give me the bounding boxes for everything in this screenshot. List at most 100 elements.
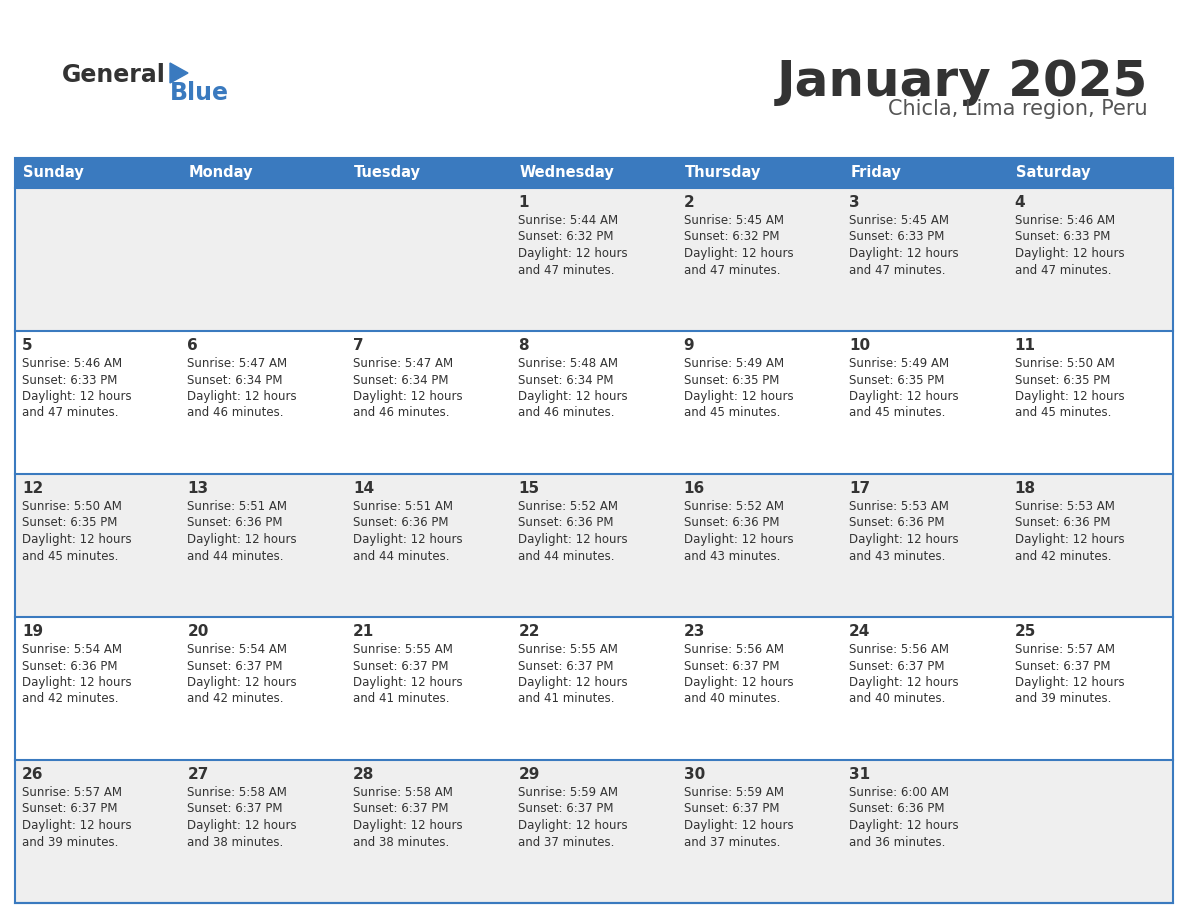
Bar	[346, 331, 511, 474]
Text: 26: 26	[23, 767, 44, 782]
Text: and 36 minutes.: and 36 minutes.	[849, 835, 946, 848]
Text: Daylight: 12 hours: Daylight: 12 hours	[684, 247, 794, 260]
Text: and 46 minutes.: and 46 minutes.	[518, 407, 614, 420]
Text: and 46 minutes.: and 46 minutes.	[188, 407, 284, 420]
Text: 25: 25	[1015, 624, 1036, 639]
Bar	[511, 617, 677, 760]
Text: Daylight: 12 hours: Daylight: 12 hours	[518, 676, 628, 689]
Text: and 41 minutes.: and 41 minutes.	[518, 692, 614, 706]
Text: Sunrise: 5:45 AM: Sunrise: 5:45 AM	[684, 214, 784, 227]
Text: Daylight: 12 hours: Daylight: 12 hours	[684, 676, 794, 689]
Bar	[346, 760, 511, 903]
Text: Sunset: 6:34 PM: Sunset: 6:34 PM	[518, 374, 614, 386]
Text: Sunset: 6:33 PM: Sunset: 6:33 PM	[849, 230, 944, 243]
Text: Daylight: 12 hours: Daylight: 12 hours	[518, 390, 628, 403]
Text: and 47 minutes.: and 47 minutes.	[1015, 263, 1111, 276]
Text: 9: 9	[684, 338, 694, 353]
Text: and 44 minutes.: and 44 minutes.	[188, 550, 284, 563]
Text: and 47 minutes.: and 47 minutes.	[849, 263, 946, 276]
Bar	[346, 188, 511, 331]
Text: and 45 minutes.: and 45 minutes.	[23, 550, 119, 563]
Text: Daylight: 12 hours: Daylight: 12 hours	[518, 247, 628, 260]
Text: Sunrise: 5:49 AM: Sunrise: 5:49 AM	[684, 357, 784, 370]
Text: Daylight: 12 hours: Daylight: 12 hours	[1015, 676, 1124, 689]
Text: and 37 minutes.: and 37 minutes.	[684, 835, 781, 848]
Text: Sunrise: 5:49 AM: Sunrise: 5:49 AM	[849, 357, 949, 370]
Text: Sunrise: 5:53 AM: Sunrise: 5:53 AM	[849, 500, 949, 513]
Text: Sunset: 6:37 PM: Sunset: 6:37 PM	[188, 659, 283, 673]
Text: 15: 15	[518, 481, 539, 496]
Text: Sunset: 6:32 PM: Sunset: 6:32 PM	[684, 230, 779, 243]
Bar	[181, 188, 346, 331]
Text: Sunrise: 5:52 AM: Sunrise: 5:52 AM	[518, 500, 618, 513]
Text: 2: 2	[684, 195, 695, 210]
Bar	[15, 158, 1173, 903]
Bar	[511, 760, 677, 903]
Text: 12: 12	[23, 481, 43, 496]
Text: Sunrise: 5:54 AM: Sunrise: 5:54 AM	[188, 643, 287, 656]
Text: Sunrise: 5:54 AM: Sunrise: 5:54 AM	[23, 643, 122, 656]
Text: Wednesday: Wednesday	[519, 165, 614, 181]
Text: 13: 13	[188, 481, 209, 496]
Text: Daylight: 12 hours: Daylight: 12 hours	[518, 533, 628, 546]
Bar	[181, 158, 346, 188]
Polygon shape	[170, 63, 188, 83]
Text: Daylight: 12 hours: Daylight: 12 hours	[23, 533, 132, 546]
Text: 4: 4	[1015, 195, 1025, 210]
Bar	[677, 474, 842, 617]
Bar	[677, 331, 842, 474]
Bar	[1007, 617, 1173, 760]
Text: and 45 minutes.: and 45 minutes.	[684, 407, 781, 420]
Text: Daylight: 12 hours: Daylight: 12 hours	[353, 819, 462, 832]
Bar	[511, 158, 677, 188]
Text: Sunset: 6:32 PM: Sunset: 6:32 PM	[518, 230, 614, 243]
Text: Sunset: 6:35 PM: Sunset: 6:35 PM	[849, 374, 944, 386]
Bar	[842, 474, 1007, 617]
Bar	[15, 760, 181, 903]
Text: Sunset: 6:37 PM: Sunset: 6:37 PM	[1015, 659, 1110, 673]
Bar	[842, 158, 1007, 188]
Text: Sunset: 6:35 PM: Sunset: 6:35 PM	[684, 374, 779, 386]
Text: and 46 minutes.: and 46 minutes.	[353, 407, 449, 420]
Text: Sunset: 6:36 PM: Sunset: 6:36 PM	[353, 517, 448, 530]
Text: and 38 minutes.: and 38 minutes.	[188, 835, 284, 848]
Text: and 37 minutes.: and 37 minutes.	[518, 835, 614, 848]
Text: Sunrise: 5:46 AM: Sunrise: 5:46 AM	[23, 357, 122, 370]
Bar	[511, 188, 677, 331]
Text: Daylight: 12 hours: Daylight: 12 hours	[684, 819, 794, 832]
Text: 29: 29	[518, 767, 539, 782]
Bar	[677, 158, 842, 188]
Text: and 39 minutes.: and 39 minutes.	[23, 835, 119, 848]
Bar	[346, 617, 511, 760]
Text: Sunset: 6:35 PM: Sunset: 6:35 PM	[1015, 374, 1110, 386]
Text: 16: 16	[684, 481, 704, 496]
Text: Sunday: Sunday	[23, 165, 83, 181]
Text: Sunrise: 5:55 AM: Sunrise: 5:55 AM	[518, 643, 618, 656]
Text: Daylight: 12 hours: Daylight: 12 hours	[1015, 533, 1124, 546]
Text: 11: 11	[1015, 338, 1036, 353]
Text: Daylight: 12 hours: Daylight: 12 hours	[1015, 247, 1124, 260]
Bar	[842, 331, 1007, 474]
Text: Sunrise: 5:59 AM: Sunrise: 5:59 AM	[518, 786, 618, 799]
Text: 3: 3	[849, 195, 860, 210]
Text: Daylight: 12 hours: Daylight: 12 hours	[849, 819, 959, 832]
Text: Sunrise: 5:53 AM: Sunrise: 5:53 AM	[1015, 500, 1114, 513]
Text: and 40 minutes.: and 40 minutes.	[849, 692, 946, 706]
Text: Sunrise: 5:57 AM: Sunrise: 5:57 AM	[1015, 643, 1114, 656]
Text: 5: 5	[23, 338, 32, 353]
Text: General: General	[62, 63, 166, 87]
Text: Sunrise: 5:56 AM: Sunrise: 5:56 AM	[684, 643, 784, 656]
Bar	[1007, 331, 1173, 474]
Bar	[181, 760, 346, 903]
Text: Sunrise: 5:57 AM: Sunrise: 5:57 AM	[23, 786, 122, 799]
Bar	[181, 617, 346, 760]
Text: and 43 minutes.: and 43 minutes.	[684, 550, 781, 563]
Text: 6: 6	[188, 338, 198, 353]
Bar	[511, 331, 677, 474]
Bar	[15, 331, 181, 474]
Text: and 43 minutes.: and 43 minutes.	[849, 550, 946, 563]
Text: Friday: Friday	[851, 165, 901, 181]
Text: 7: 7	[353, 338, 364, 353]
Bar	[842, 188, 1007, 331]
Text: Sunset: 6:36 PM: Sunset: 6:36 PM	[188, 517, 283, 530]
